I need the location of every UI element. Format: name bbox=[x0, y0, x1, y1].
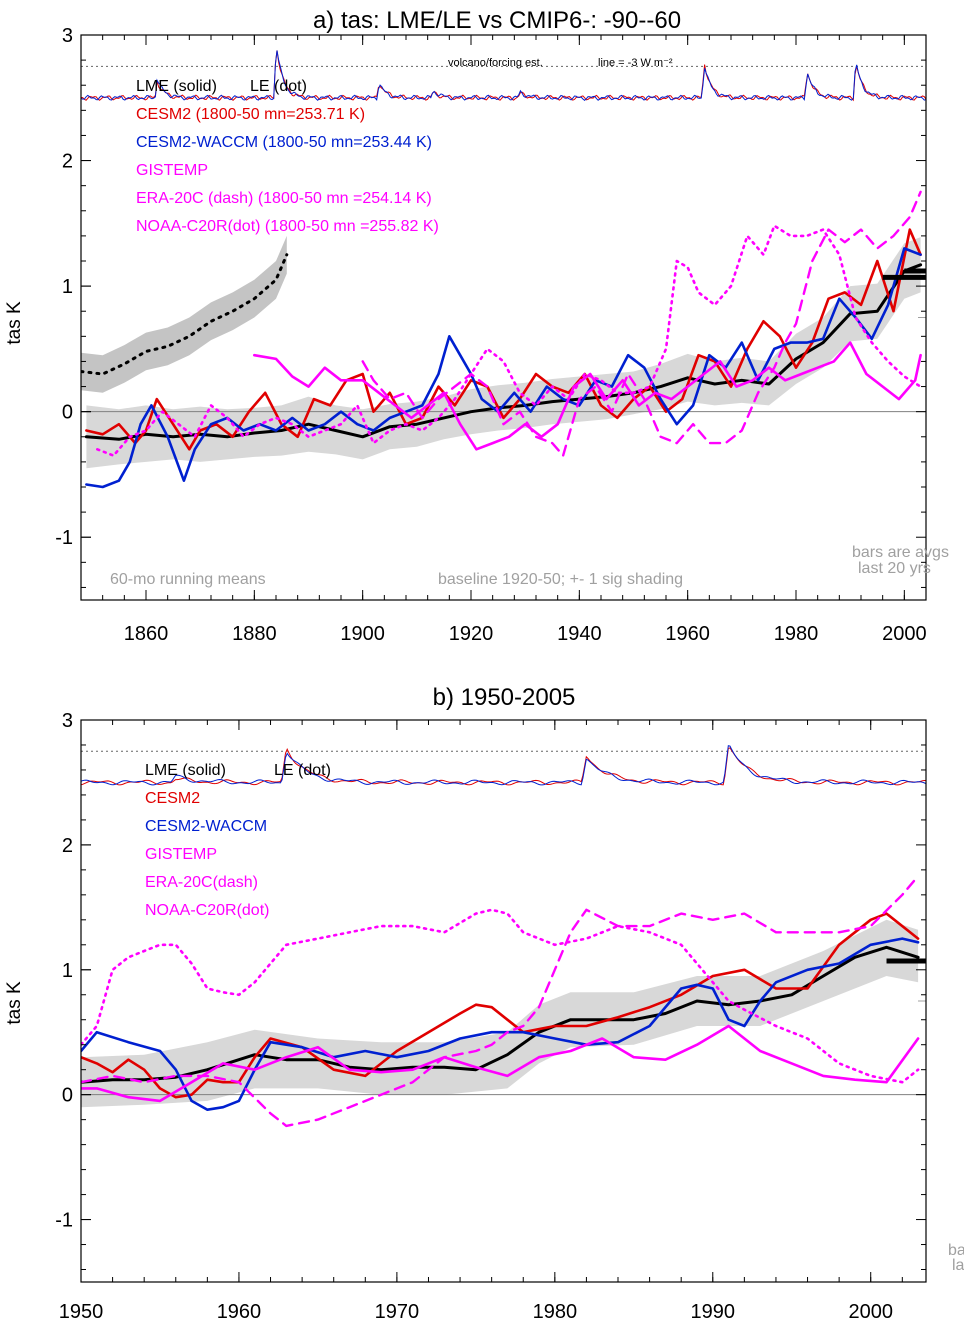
panel-a-note-running: 60-mo running means bbox=[110, 571, 266, 588]
y-tick-label: 2 bbox=[62, 151, 73, 173]
y-tick-label: 3 bbox=[62, 25, 73, 47]
panel-a-legend-lme: LME (solid) bbox=[136, 78, 217, 95]
panel-a-legend-cesm2: CESM2 (1800-50 mn=253.71 K) bbox=[136, 106, 365, 123]
panel-b-legend-noaa: NOAA-C20R(dot) bbox=[145, 902, 269, 919]
panel-b: -1 0 1 2 3 1950 1960 1970 1980 1990 2000 b) 1950-2… bbox=[4, 684, 964, 1323]
le-inset-band bbox=[81, 235, 287, 393]
x-tick-label: 1970 bbox=[375, 1301, 420, 1323]
plot-area bbox=[81, 50, 926, 489]
series-gistemp-line bbox=[253, 341, 922, 451]
x-tick-label: 2000 bbox=[882, 623, 927, 645]
panel-b-legend-waccm: CESM2-WACCM bbox=[145, 818, 267, 835]
series-cesm2-waccm-line bbox=[85, 247, 922, 489]
panel-a-forcing-line-note: line = -3 W m⁻² bbox=[598, 57, 673, 69]
panel-b-note-bars-1: ba bbox=[948, 1242, 964, 1259]
panel-a-title: a) tas: LME/LE vs CMIP6-: -90--60 bbox=[313, 7, 681, 34]
x-tick-label: 1960 bbox=[217, 1301, 262, 1323]
panel-a-note-bars-1: bars are avgs bbox=[852, 544, 949, 561]
y-tick-label: 1 bbox=[62, 960, 73, 982]
y-tick-label: -1 bbox=[55, 1210, 73, 1232]
x-tick-label: 1980 bbox=[533, 1301, 578, 1323]
panel-b-legend-gistemp: GISTEMP bbox=[145, 846, 217, 863]
panel-a-legend-noaa: NOAA-C20R(dot) (1800-50 mn =255.82 K) bbox=[136, 218, 439, 235]
x-tick-label: 1880 bbox=[232, 623, 277, 645]
x-tick-label: 1900 bbox=[340, 623, 385, 645]
series-noaa-c20r-line bbox=[96, 224, 922, 457]
x-tick-label: 1990 bbox=[691, 1301, 736, 1323]
panel-b-ylabel: tas K bbox=[4, 981, 25, 1025]
x-tick-label: 1960 bbox=[665, 623, 710, 645]
x-tick-label: 1980 bbox=[774, 623, 819, 645]
series-cesm2-line bbox=[81, 912, 920, 1099]
x-tick-label: 1920 bbox=[449, 623, 494, 645]
y-tick-label: 3 bbox=[62, 710, 73, 732]
panel-b-legend-le: LE (dot) bbox=[274, 762, 331, 779]
series-gistemp-line bbox=[81, 1024, 920, 1103]
x-tick-label: 1940 bbox=[557, 623, 602, 645]
panel-a-legend-era: ERA-20C (dash) (1800-50 mn =254.14 K) bbox=[136, 190, 432, 207]
series-noaa-c20r-line bbox=[81, 908, 920, 1084]
y-tick-label: 0 bbox=[62, 402, 73, 424]
plot-frame bbox=[80, 34, 927, 601]
panel-a: -1 0 1 2 3 1860 1880 1900 1920 1940 1960 1980 2000 a… bbox=[4, 7, 949, 645]
y-tick-label: 1 bbox=[62, 276, 73, 298]
panel-b-title: b) 1950-2005 bbox=[433, 684, 576, 711]
x-tick-label: 1950 bbox=[59, 1301, 104, 1323]
plot-frame bbox=[80, 719, 927, 1283]
panel-a-note-bars-2: last 20 yrs bbox=[858, 560, 931, 577]
panel-b-legend-lme: LME (solid) bbox=[145, 762, 226, 779]
y-tick-label: 0 bbox=[62, 1085, 73, 1107]
le-inset-line bbox=[81, 253, 289, 376]
panel-b-legend-era: ERA-20C(dash) bbox=[145, 874, 258, 891]
panel-a-legend-gistemp: GISTEMP bbox=[136, 162, 208, 179]
series-era-20c-line bbox=[361, 190, 922, 457]
panel-a-legend-le: LE (dot) bbox=[250, 78, 307, 95]
forcing-cesm2-line bbox=[81, 747, 926, 786]
y-tick-label: 2 bbox=[62, 835, 73, 857]
panel-a-note-baseline: baseline 1920-50; +- 1 sig shading bbox=[438, 571, 683, 588]
panel-b-note-bars-2: la bbox=[952, 1257, 964, 1274]
panel-a-legend-waccm: CESM2-WACCM (1800-50 mn=253.44 K) bbox=[136, 134, 432, 151]
series-era-20c-line bbox=[81, 874, 920, 1128]
panel-b-legend-cesm2: CESM2 bbox=[145, 790, 200, 807]
panel-a-forcing-note: volcano/forcing est. bbox=[448, 57, 543, 69]
plot-area bbox=[81, 745, 926, 1128]
forcing-waccm-line bbox=[81, 50, 926, 102]
series-cesm2-line bbox=[85, 228, 922, 451]
y-tick-label: -1 bbox=[55, 527, 73, 549]
panel-a-ylabel: tas K bbox=[4, 301, 25, 345]
sigma-shading-band bbox=[86, 237, 921, 469]
series-cesm2-waccm-line bbox=[81, 937, 920, 1111]
forcing-waccm-line bbox=[81, 745, 926, 786]
x-tick-label: 2000 bbox=[848, 1301, 893, 1323]
x-tick-label: 1860 bbox=[124, 623, 169, 645]
